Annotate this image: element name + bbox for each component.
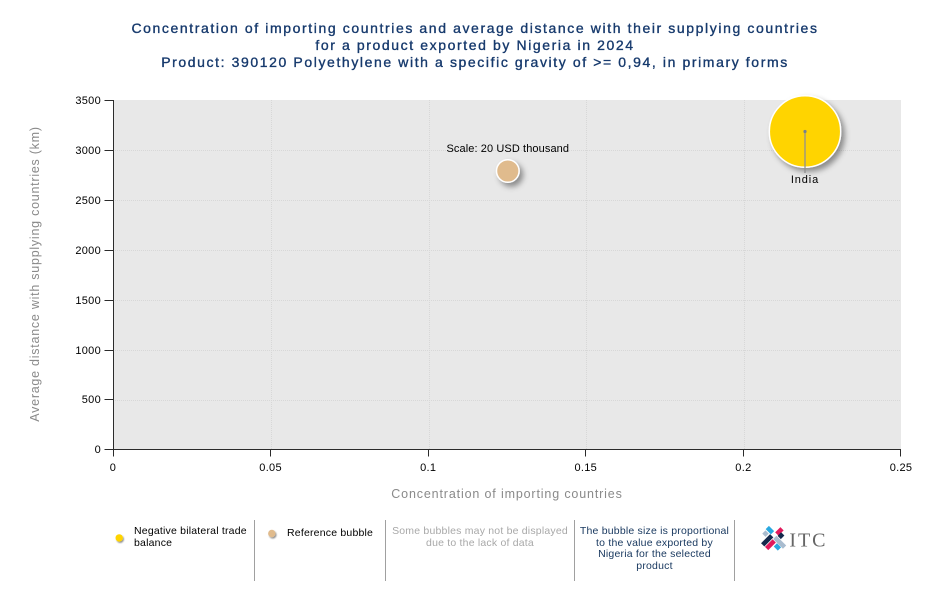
svg-text:500: 500 [82, 394, 101, 406]
svg-text:0.2: 0.2 [735, 462, 751, 474]
svg-text:1000: 1000 [75, 345, 101, 357]
svg-text:2000: 2000 [75, 245, 101, 257]
svg-text:0.25: 0.25 [890, 462, 913, 474]
svg-text:0.15: 0.15 [574, 462, 597, 474]
svg-text:3000: 3000 [75, 145, 101, 157]
svg-text:1500: 1500 [75, 295, 101, 307]
svg-text:3500: 3500 [75, 95, 101, 107]
svg-text:ITC: ITC [789, 529, 827, 551]
svg-text:0: 0 [110, 462, 116, 474]
svg-text:0.05: 0.05 [259, 462, 282, 474]
svg-text:Average distance with supplyin: Average distance with supplying countrie… [28, 126, 42, 422]
svg-text:Scale: 20 USD thousand: Scale: 20 USD thousand [446, 143, 569, 155]
svg-text:2500: 2500 [75, 195, 101, 207]
svg-text:0.1: 0.1 [420, 462, 436, 474]
svg-text:0: 0 [95, 444, 101, 456]
svg-text:Concentration of importing cou: Concentration of importing countries [391, 487, 622, 501]
svg-text:India: India [791, 174, 819, 186]
